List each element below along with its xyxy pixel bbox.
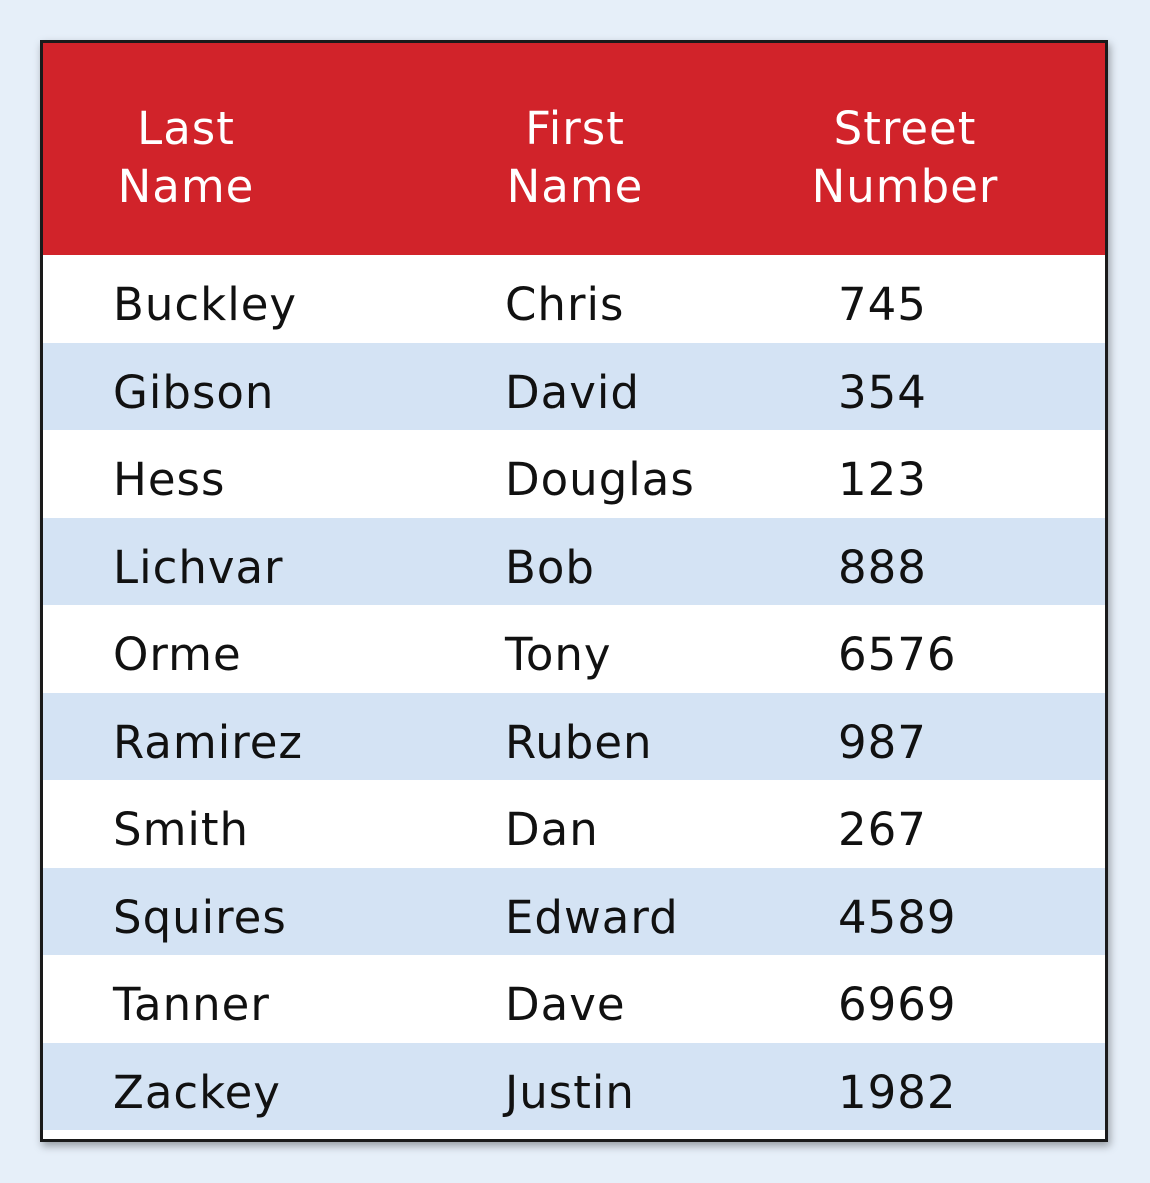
table-row: Hess Douglas 123 (43, 430, 1105, 518)
header-street-number-line1: Street (833, 102, 977, 155)
table-row: Squires Edward 4589 (43, 867, 1105, 955)
cell-street-number: 745 (838, 278, 927, 331)
cell-last-name: Hess (113, 453, 226, 506)
cell-first-name: Tony (505, 628, 612, 681)
header-first-name-line1: First (525, 102, 625, 155)
cell-first-name: Edward (505, 890, 679, 944)
table-panel: Last Name First Name Street Number Buckl… (40, 40, 1108, 1142)
cell-last-name: Buckley (113, 278, 298, 331)
cell-first-name: Douglas (505, 453, 695, 506)
cell-street-number: 1982 (838, 1065, 957, 1119)
table-row: Tanner Dave 6969 (43, 955, 1105, 1043)
table-row: Gibson David 354 (43, 342, 1105, 430)
header-last-name-line2: Name (117, 160, 255, 213)
cell-street-number: 888 (838, 540, 927, 594)
header-street-number: Street Number (805, 100, 1005, 216)
cell-street-number: 267 (838, 803, 927, 856)
cell-last-name: Gibson (113, 365, 275, 419)
cell-first-name: Justin (505, 1065, 635, 1119)
header-street-number-line2: Number (811, 160, 999, 213)
cell-last-name: Squires (113, 890, 287, 944)
cell-street-number: 6576 (838, 628, 957, 681)
table-row: Lichvar Bob 888 (43, 517, 1105, 605)
cell-street-number: 6969 (838, 978, 957, 1031)
table-row: Zackey Justin 1982 (43, 1042, 1105, 1130)
cell-street-number: 123 (838, 453, 927, 506)
cell-street-number: 4589 (838, 890, 957, 944)
table-row: Orme Tony 6576 (43, 605, 1105, 693)
cell-street-number: 354 (838, 365, 927, 419)
cell-last-name: Lichvar (113, 540, 284, 594)
cell-first-name: Chris (505, 278, 625, 331)
cell-last-name: Zackey (113, 1065, 281, 1119)
cell-first-name: Bob (505, 540, 595, 594)
cell-last-name: Orme (113, 628, 242, 681)
cell-last-name: Smith (113, 803, 250, 856)
header-last-name-line1: Last (137, 102, 235, 155)
table-body: Buckley Chris 745 Gibson David 354 Hess … (43, 255, 1105, 1130)
table-header: Last Name First Name Street Number (43, 43, 1105, 255)
header-first-name-line2: Name (506, 160, 644, 213)
cell-street-number: 987 (838, 715, 927, 769)
cell-first-name: Dan (505, 803, 599, 856)
cell-first-name: Dave (505, 978, 626, 1031)
table-row: Ramirez Ruben 987 (43, 692, 1105, 780)
cell-first-name: Ruben (505, 715, 653, 769)
table-row: Smith Dan 267 (43, 780, 1105, 868)
table-row: Buckley Chris 745 (43, 255, 1105, 343)
header-first-name: First Name (495, 100, 655, 216)
cell-last-name: Tanner (113, 978, 270, 1031)
cell-last-name: Ramirez (113, 715, 304, 769)
cell-first-name: David (505, 365, 640, 419)
header-last-name: Last Name (106, 100, 266, 216)
